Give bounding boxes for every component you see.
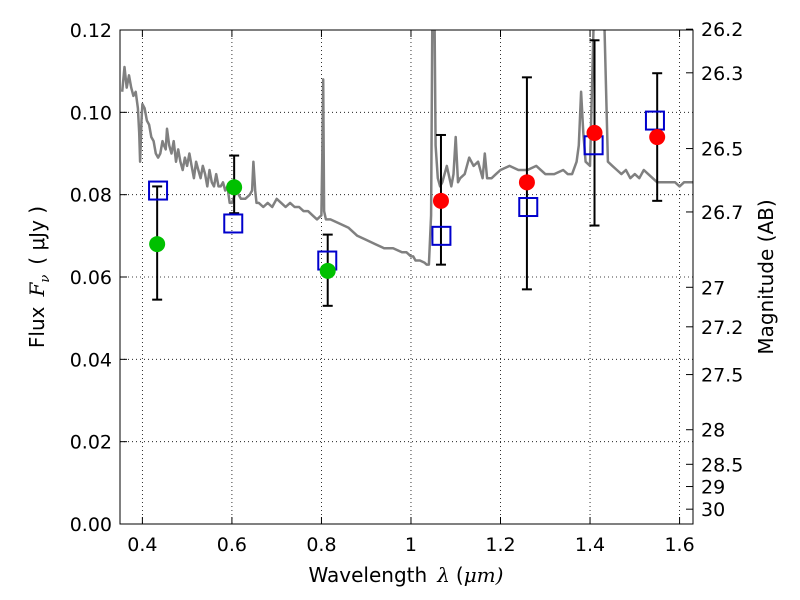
right-tick-label: 30 <box>701 499 725 521</box>
x-axis-title: Wavelength λ (μm) <box>309 563 504 587</box>
model-spectrum-layer <box>120 30 693 266</box>
model-photometry-square <box>431 225 452 246</box>
observed-point-red <box>586 124 603 141</box>
observed-point-red <box>518 174 535 191</box>
y-tick-label: 0.02 <box>70 432 112 454</box>
y-axis-label: Flux <box>25 306 49 348</box>
right-tick-label: 29 <box>701 477 725 499</box>
observed-point-red <box>432 192 449 209</box>
y-axis-title: Flux Fν ( μJy ) <box>25 206 53 348</box>
x-tick-label: 0.8 <box>306 534 336 556</box>
y-axis-subscript: ν <box>38 275 53 283</box>
right-tick-label: 27.5 <box>701 365 743 387</box>
right-tick-label: 26.2 <box>701 19 743 41</box>
right-tick-label: 26.3 <box>701 63 743 85</box>
y-tick-label: 0.12 <box>70 20 112 42</box>
x-axis-unit-open: ( <box>456 563 464 587</box>
x-tick-label: 0.6 <box>217 534 247 556</box>
right-tick-label: 27.2 <box>701 317 743 339</box>
observed-point-green <box>149 236 166 253</box>
right-tick-label: 26.7 <box>701 202 743 224</box>
y-tick-label: 0.08 <box>70 185 112 207</box>
x-axis-unit: μm) <box>464 563 504 587</box>
observed-point-green <box>319 262 336 279</box>
x-tick-label: 0.4 <box>127 534 157 556</box>
y-axis-symbol: F <box>25 282 49 298</box>
tick-labels: 0.4 0.6 0.8 1 1.2 1.4 1.6 0.00 0.02 0.04 0.06 0.08 0… <box>70 19 744 556</box>
x-axis-symbol: λ <box>436 563 450 587</box>
model-photometry-square <box>148 180 169 201</box>
x-tick-label: 1.6 <box>664 534 694 556</box>
x-tick-label: 1.2 <box>485 534 515 556</box>
model-spectrum-line <box>120 30 693 266</box>
y-tick-label: 0.04 <box>70 349 112 371</box>
ticks <box>120 28 693 525</box>
observed-point-green <box>226 179 243 196</box>
x-tick-label: 1 <box>405 534 417 556</box>
right-tick-label: 28.5 <box>701 454 743 476</box>
y-tick-label: 0.00 <box>70 514 112 536</box>
right-tick-label: 27 <box>701 277 725 299</box>
right-tick-label: 26.5 <box>701 139 743 161</box>
data-markers <box>148 110 666 279</box>
x-axis-label: Wavelength <box>309 563 428 587</box>
model-photometry-square <box>223 213 244 234</box>
y-tick-label: 0.10 <box>70 102 112 124</box>
observed-point-red <box>649 129 666 146</box>
model-photometry-square <box>518 197 539 218</box>
y-axis-unit: ( μJy ) <box>25 206 49 265</box>
right-tick-label: 28 <box>701 420 725 442</box>
right-axis-title: Magnitude (AB) <box>754 199 778 354</box>
x-tick-label: 1.4 <box>575 534 605 556</box>
y-tick-label: 0.06 <box>70 267 112 289</box>
